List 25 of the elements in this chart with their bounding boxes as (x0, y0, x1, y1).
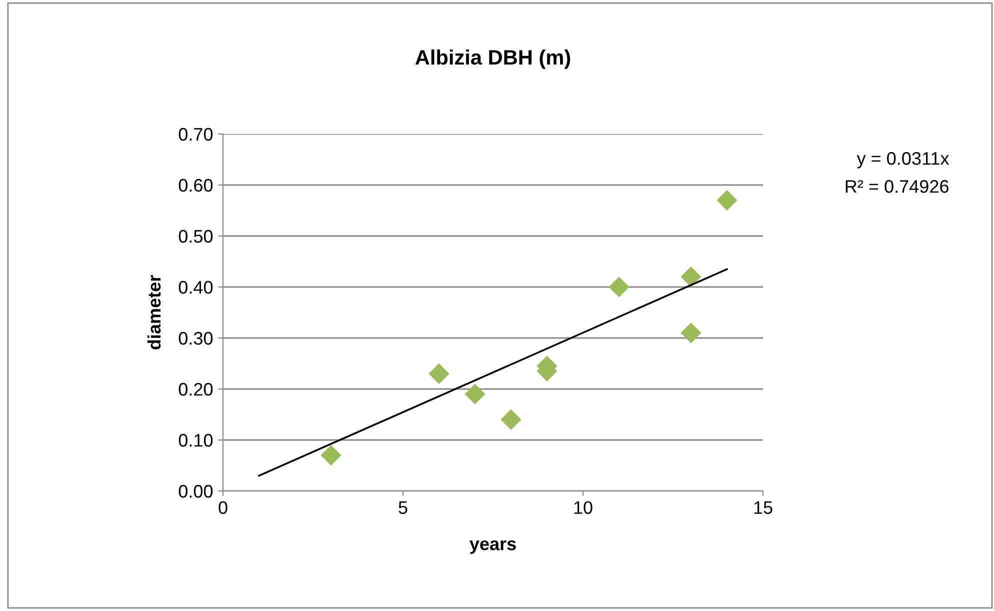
y-tick-label: 0.50 (178, 230, 213, 243)
x-axis-title: years (470, 540, 516, 554)
point (680, 322, 702, 344)
y-axis-title: diameter (147, 275, 161, 350)
y-tick-label: 0.60 (178, 178, 213, 192)
y-tick-label: 0.00 (178, 484, 213, 498)
chart-title: Albizia DBH (m) (415, 49, 570, 69)
y-tick-label: 0.70 (178, 128, 213, 141)
point (464, 384, 486, 404)
x-tick-label: 5 (398, 501, 408, 514)
point (500, 409, 522, 430)
x-tick-label: 10 (574, 501, 592, 514)
y-tick-label: 0.20 (178, 382, 213, 396)
text: y = 0.0311x (856, 152, 950, 168)
x-tick-label: 0 (218, 501, 228, 514)
y-tick-label: 0.30 (178, 332, 213, 345)
x-tick-label: 15 (754, 501, 772, 514)
point (428, 363, 450, 384)
point (716, 190, 738, 211)
point (608, 276, 630, 298)
point (680, 266, 702, 288)
y-tick-label: 0.40 (178, 280, 213, 294)
text: R² = 0.74926 (846, 180, 948, 193)
point (320, 445, 342, 466)
y-tick-label: 0.10 (178, 434, 213, 447)
